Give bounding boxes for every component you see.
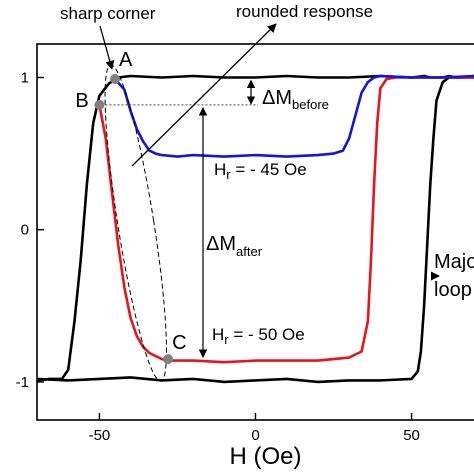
series-line-1: [98, 76, 474, 364]
y-tick-label-1: 0: [21, 222, 29, 239]
delta-m-before-label: ΔMbefore: [262, 87, 329, 112]
marker-label-b: B: [75, 90, 88, 112]
x-tick-label-2: 50: [403, 427, 420, 444]
hr50-label-pre: H: [212, 325, 224, 344]
marker-label-c: C: [172, 332, 186, 354]
marker-point-b: [94, 99, 105, 110]
hr45-label: Hr = - 45 Oe: [214, 160, 307, 182]
x-tick-label-0: -50: [89, 427, 111, 444]
annotation-sharp-corner: sharp corner: [60, 4, 156, 23]
x-axis-label: H (Oe): [230, 443, 302, 470]
sharp-corner-arrow: [99, 25, 115, 70]
series-line-2: [114, 74, 474, 158]
y-tick-label-0: 1: [21, 69, 29, 86]
major-loop-label-line2: loop: [434, 279, 472, 301]
x-tick-label-1: 0: [251, 427, 259, 444]
overlay-layer: [99, 23, 440, 382]
hr45-label-post: = - 45 Oe: [231, 160, 307, 179]
series-line-0-return: [36, 76, 474, 384]
delta-m-after-sub: after: [236, 244, 263, 259]
delta-m-before-main: ΔM: [262, 87, 292, 109]
marker-point-a: [110, 74, 121, 85]
ticks-layer: -50 0 50 1 0 -1: [16, 69, 420, 444]
y-tick-label-2: -1: [16, 374, 29, 391]
curves-layer: [36, 74, 474, 384]
marker-point-c: [163, 354, 174, 365]
delta-m-after-main: ΔM: [206, 233, 236, 255]
hr45-label-sub: r: [226, 167, 231, 182]
hr45-label-pre: H: [214, 160, 226, 179]
markers-layer: A B C: [75, 49, 187, 365]
rounded-response-arrow: [131, 23, 277, 167]
annotation-rounded-response: rounded response: [236, 2, 373, 21]
hr50-label-sub: r: [224, 332, 229, 347]
major-loop-label-line1: Majo: [434, 251, 474, 273]
marker-label-a: A: [119, 49, 133, 71]
hr50-label: Hr = - 50 Oe: [212, 325, 305, 347]
plot-frame: [36, 43, 474, 421]
delta-m-after-label: ΔMafter: [206, 233, 263, 259]
delta-m-before-sub: before: [292, 97, 329, 112]
hr50-label-post: = - 50 Oe: [229, 325, 305, 344]
